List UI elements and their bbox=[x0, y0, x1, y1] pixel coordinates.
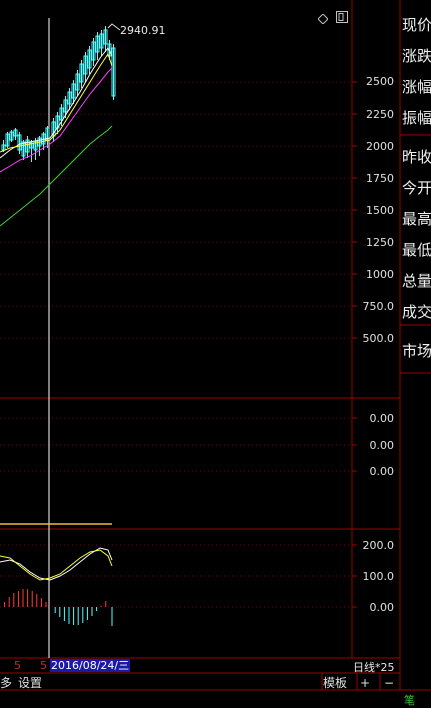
volume-axis-label: 0.00 bbox=[369, 439, 395, 452]
info-current-price[interactable]: 现价 bbox=[402, 16, 431, 34]
info-prev-close[interactable]: 昨收 bbox=[402, 148, 431, 166]
corner-tab[interactable]: 笔 bbox=[404, 694, 415, 707]
volume-axis-label: 0.00 bbox=[369, 412, 395, 425]
zoom-in-button[interactable]: + bbox=[360, 676, 371, 690]
price-axis-label: 1000 bbox=[366, 268, 394, 281]
candle-body bbox=[63, 99, 68, 113]
candle-body bbox=[13, 129, 18, 137]
price-axis-label: 1250 bbox=[366, 236, 394, 249]
period-label[interactable]: 日线*25 bbox=[353, 661, 395, 674]
price-axis-label: 2250 bbox=[366, 108, 394, 121]
price-axis-label: 1750 bbox=[366, 172, 394, 185]
candle-body bbox=[21, 141, 26, 157]
price-axis-label: 750.0 bbox=[362, 300, 395, 313]
candle-body bbox=[1, 144, 6, 151]
cursor-date-label: 2016/08/24/三 bbox=[50, 659, 131, 672]
candle-body bbox=[71, 83, 76, 99]
info-change[interactable]: 涨跌 bbox=[402, 47, 431, 65]
candle-body bbox=[91, 41, 96, 61]
volume-axis-label: 0.00 bbox=[369, 465, 395, 478]
toolbar-partial-button[interactable]: 多 bbox=[0, 676, 13, 690]
info-low[interactable]: 最低 bbox=[402, 241, 431, 259]
ma-line-green bbox=[0, 125, 113, 227]
ma-line-white bbox=[0, 47, 113, 159]
candle-body bbox=[87, 49, 92, 69]
ma-line-yellow bbox=[0, 52, 113, 153]
macd-dif-line bbox=[0, 547, 113, 581]
info-total-volume[interactable]: 总量 bbox=[402, 272, 431, 290]
zoom-out-button[interactable]: − bbox=[384, 676, 395, 690]
candle-body bbox=[17, 134, 22, 151]
price-axis-label: 2000 bbox=[366, 140, 394, 153]
date-tick: 5 bbox=[14, 659, 21, 672]
diamond-icon[interactable] bbox=[317, 9, 329, 25]
candle-body bbox=[103, 29, 108, 45]
candle-body bbox=[95, 35, 100, 53]
candle-body bbox=[59, 107, 64, 121]
candle-body bbox=[75, 73, 80, 91]
info-open[interactable]: 今开 bbox=[402, 179, 431, 197]
info-amplitude[interactable]: 振幅 bbox=[402, 109, 431, 127]
window-icon[interactable] bbox=[336, 8, 348, 23]
price-axis-label: 2500 bbox=[366, 75, 394, 88]
candle-body bbox=[107, 43, 112, 57]
template-button[interactable]: 模板 bbox=[323, 676, 348, 690]
info-turnover[interactable]: 成交 bbox=[402, 303, 431, 321]
ma-line-magenta bbox=[0, 67, 113, 173]
macd-axis-label: 200.0 bbox=[362, 539, 395, 552]
info-change-pct[interactable]: 涨幅 bbox=[402, 78, 431, 96]
max-marker bbox=[107, 23, 121, 31]
price-axis-label: 1500 bbox=[366, 204, 394, 217]
candle-body bbox=[29, 142, 34, 149]
candle-body bbox=[9, 131, 14, 141]
info-high[interactable]: 最高 bbox=[402, 210, 431, 228]
candle-body bbox=[5, 133, 10, 147]
candle-body bbox=[25, 139, 30, 153]
candle-body bbox=[83, 55, 88, 75]
macd-axis-label: 100.0 bbox=[362, 570, 395, 583]
settings-button[interactable]: 设置 bbox=[18, 676, 43, 690]
max-value-label: 2940.91 bbox=[120, 24, 166, 37]
macd-axis-label: 0.00 bbox=[369, 601, 395, 614]
macd-dea-line bbox=[0, 549, 113, 581]
candle-body bbox=[79, 63, 84, 83]
candle-body bbox=[111, 47, 116, 97]
candle-body bbox=[99, 33, 104, 49]
date-tick: 5 bbox=[40, 659, 47, 672]
candle-body bbox=[67, 91, 72, 105]
quote-info-panel: 现价 涨跌 涨幅 振幅 昨收 今开 最高 最低 总量 成交 市场 bbox=[402, 0, 431, 690]
price-axis-label: 500.0 bbox=[362, 332, 395, 345]
info-market[interactable]: 市场 bbox=[402, 342, 431, 360]
